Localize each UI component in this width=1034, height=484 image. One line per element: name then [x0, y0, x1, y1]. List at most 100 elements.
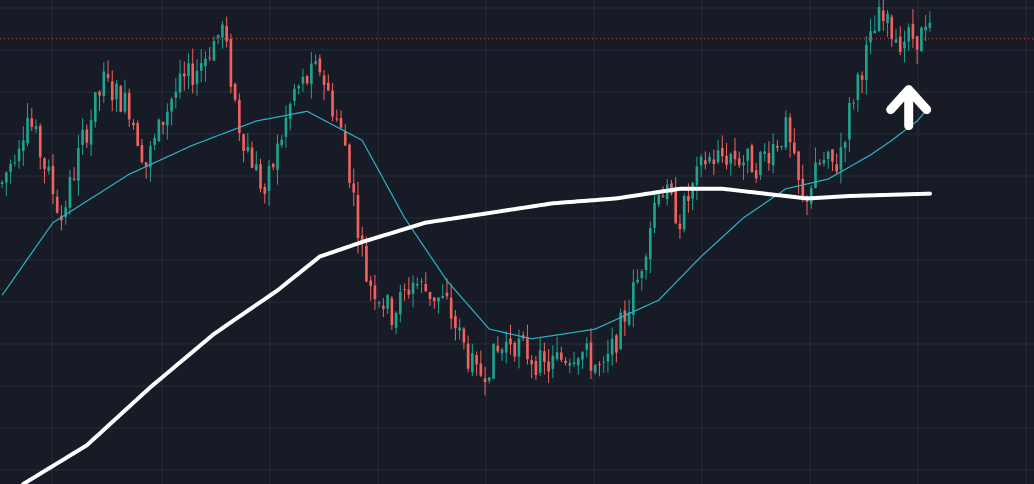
slow-moving-average-line: [21, 186, 932, 484]
candle-body: [369, 280, 372, 287]
candle-body: [98, 91, 101, 96]
candle-body: [0, 182, 4, 184]
candle-body: [479, 363, 483, 376]
candle-body: [869, 31, 872, 43]
candle-body: [793, 142, 796, 154]
candle-body: [661, 195, 665, 198]
candle-body: [492, 343, 495, 379]
candle-body: [750, 145, 754, 173]
candle-body: [636, 279, 639, 283]
candle-body: [267, 166, 271, 192]
candle-body: [538, 350, 542, 373]
candle-body: [38, 125, 42, 158]
candle-body: [343, 131, 347, 146]
candle-body: [648, 228, 652, 260]
candle-body: [242, 134, 245, 151]
candle-body: [691, 183, 694, 199]
candle-body: [428, 291, 432, 300]
candle-body: [657, 194, 661, 205]
candle-body: [382, 305, 385, 309]
candle-body: [487, 377, 491, 381]
candle-body: [390, 298, 394, 325]
candle-body: [589, 342, 593, 371]
candle-body: [208, 57, 212, 59]
candle-body: [598, 364, 601, 366]
candle-body: [746, 148, 750, 161]
candle-body: [170, 99, 173, 112]
candle-body: [500, 349, 504, 354]
candle-body: [212, 41, 216, 61]
candle-body: [437, 297, 440, 302]
candle-body: [68, 176, 72, 208]
candle-body: [335, 118, 339, 120]
candle-body: [318, 58, 322, 73]
candle-body: [513, 343, 517, 357]
candle-body: [839, 147, 843, 170]
candle-body: [415, 283, 419, 286]
candle-body: [903, 41, 906, 49]
annotations-group: [886, 85, 932, 131]
candle-body: [225, 25, 228, 42]
candle-body: [780, 145, 783, 147]
candle-body: [720, 147, 724, 157]
candle-body: [327, 82, 330, 91]
candle-body: [123, 92, 127, 112]
candle-body: [564, 360, 567, 363]
candle-body: [458, 327, 461, 331]
candle-body: [809, 188, 813, 204]
candle-body: [788, 117, 792, 143]
candle-body: [21, 140, 25, 152]
candle-body: [115, 83, 118, 100]
candle-body: [826, 151, 830, 159]
candle-body: [432, 297, 436, 302]
candle-body: [814, 162, 817, 189]
candle-body: [877, 6, 881, 31]
candle-body: [619, 312, 622, 350]
candle-body: [581, 352, 584, 360]
candle-body: [759, 152, 762, 176]
candle-body: [708, 156, 711, 162]
candle-body: [907, 27, 911, 42]
candle-body: [284, 117, 288, 137]
candle-body: [144, 162, 148, 168]
candle-body: [445, 292, 449, 297]
candle-body: [627, 312, 631, 325]
candle-body: [771, 143, 775, 166]
candle-body: [496, 345, 500, 352]
candle-body: [547, 361, 550, 372]
candle-body: [394, 312, 398, 328]
candle-body: [377, 302, 381, 304]
candle-body: [263, 187, 267, 194]
candle-body: [195, 70, 199, 84]
candle-body: [360, 235, 364, 243]
candle-body: [576, 358, 580, 366]
candle-body: [441, 296, 445, 298]
candle-body: [695, 166, 699, 185]
candle-body: [848, 102, 851, 140]
candle-body: [399, 291, 402, 315]
candle-body: [34, 126, 38, 130]
candle-body: [314, 61, 317, 64]
candle-body: [504, 341, 508, 353]
candle-body: [5, 172, 8, 183]
candle-body: [187, 63, 190, 77]
candle-body: [818, 163, 822, 165]
candle-body: [106, 74, 110, 78]
candle-body: [199, 62, 203, 71]
up-arrow-icon: [886, 85, 932, 131]
candle-body: [271, 163, 275, 168]
candle-body: [149, 146, 152, 168]
candle-body: [704, 160, 707, 165]
candle-body: [178, 73, 182, 93]
candle-body: [555, 352, 559, 360]
candle-body: [886, 13, 889, 24]
candle-body: [776, 145, 779, 148]
candle-body: [483, 378, 487, 382]
candle-body: [407, 289, 411, 295]
candle-body: [55, 196, 59, 213]
candle-body: [644, 256, 648, 271]
candle-body: [51, 165, 55, 195]
candle-body: [610, 338, 614, 355]
candle-body: [682, 195, 686, 230]
